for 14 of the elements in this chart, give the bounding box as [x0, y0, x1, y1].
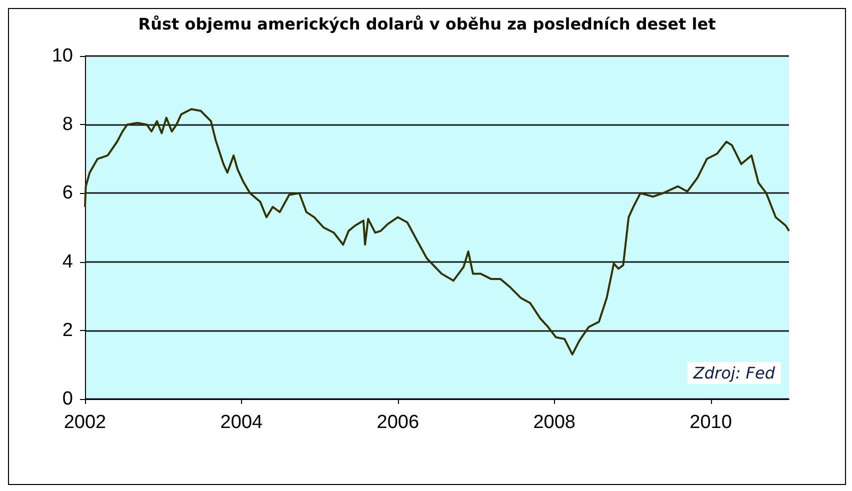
annotation: Zdroj: Fed — [692, 364, 776, 382]
y-tick-label: 6 — [62, 182, 73, 204]
y-tick-label: 4 — [62, 251, 74, 272]
x-tick-label: 2010 — [690, 412, 732, 433]
x-tick-label: 2002 — [64, 412, 106, 433]
x-tick-label: 2006 — [376, 412, 420, 433]
y-tick-label: 2 — [62, 320, 73, 341]
y-tick-label: 10 — [52, 46, 73, 66]
x-tick-label: 2004 — [220, 412, 264, 433]
x-tick-label: 2008 — [533, 412, 576, 433]
y-tick-label: 8 — [62, 114, 73, 136]
chart-title: Růst objemu amerických dolarů v oběhu za posledních deset let — [138, 14, 716, 34]
y-tick-label: 0 — [62, 388, 73, 410]
line-series — [84, 108, 790, 356]
